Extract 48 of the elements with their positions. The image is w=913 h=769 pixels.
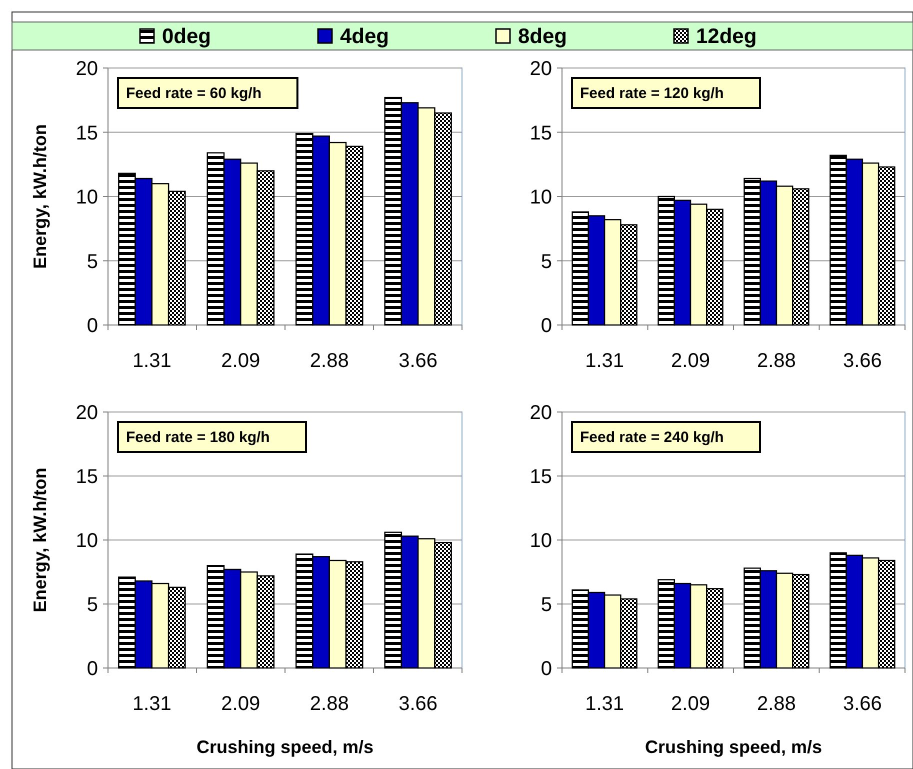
y-tick-label: 5 — [86, 594, 98, 616]
x-tick-label: 2.09 — [221, 693, 260, 715]
annotation: Feed rate = 240 kg/h — [580, 429, 724, 446]
y-tick-label: 10 — [530, 186, 552, 208]
y-tick-label: 20 — [530, 402, 552, 424]
y-tick-label: 10 — [76, 186, 98, 208]
y-tick-label: 5 — [540, 250, 552, 273]
y-tick-label: 15 — [76, 122, 98, 144]
legend-label: 0deg — [162, 25, 212, 48]
y-tick-label: 0 — [540, 658, 552, 680]
y-tick-label: 20 — [76, 58, 98, 80]
y-tick-label: 10 — [530, 530, 552, 552]
x-tick-label: 2.09 — [671, 693, 710, 715]
x-tick-label: 2.88 — [310, 350, 349, 372]
annotation: Feed rate = 180 kg/h — [126, 429, 270, 446]
x-tick-label: 3.66 — [398, 693, 438, 715]
x-axis-title: Crushing speed, m/s — [196, 737, 374, 757]
x-tick-label: 2.09 — [221, 350, 260, 372]
y-axis-title: Energy, kW.h/ton — [30, 124, 50, 269]
x-tick-label: 3.66 — [842, 693, 882, 715]
legend-label: 8deg — [518, 25, 568, 48]
legend-label: 4deg — [340, 25, 390, 48]
x-tick-label: 1.31 — [585, 693, 624, 715]
x-tick-label: 1.31 — [132, 693, 172, 715]
y-tick-label: 20 — [76, 402, 98, 424]
x-tick-label: 3.66 — [398, 350, 438, 372]
y-tick-label: 15 — [76, 466, 98, 488]
y-axis-title: Energy, kW.h/ton — [30, 468, 50, 612]
x-tick-label: 1.31 — [585, 350, 624, 372]
y-tick-label: 0 — [540, 315, 552, 337]
x-tick-label: 2.09 — [671, 350, 710, 372]
x-tick-label: 2.88 — [310, 693, 349, 715]
x-tick-label: 2.88 — [757, 350, 796, 372]
annotation: Feed rate = 120 kg/h — [580, 85, 724, 102]
y-tick-label: 15 — [530, 122, 552, 144]
y-tick-label: 15 — [530, 466, 552, 488]
annotation: Feed rate = 60 kg/h — [126, 85, 262, 102]
y-tick-label: 20 — [530, 58, 552, 80]
y-tick-label: 5 — [540, 594, 552, 616]
x-tick-label: 1.31 — [132, 350, 172, 372]
x-axis-title: Crushing speed, m/s — [644, 737, 822, 757]
x-tick-label: 3.66 — [842, 350, 882, 372]
y-tick-label: 0 — [86, 658, 98, 680]
y-tick-label: 5 — [86, 250, 98, 273]
legend-label: 12deg — [696, 25, 757, 48]
y-tick-label: 10 — [76, 530, 98, 552]
y-tick-label: 0 — [86, 315, 98, 337]
x-tick-label: 2.88 — [757, 693, 796, 715]
